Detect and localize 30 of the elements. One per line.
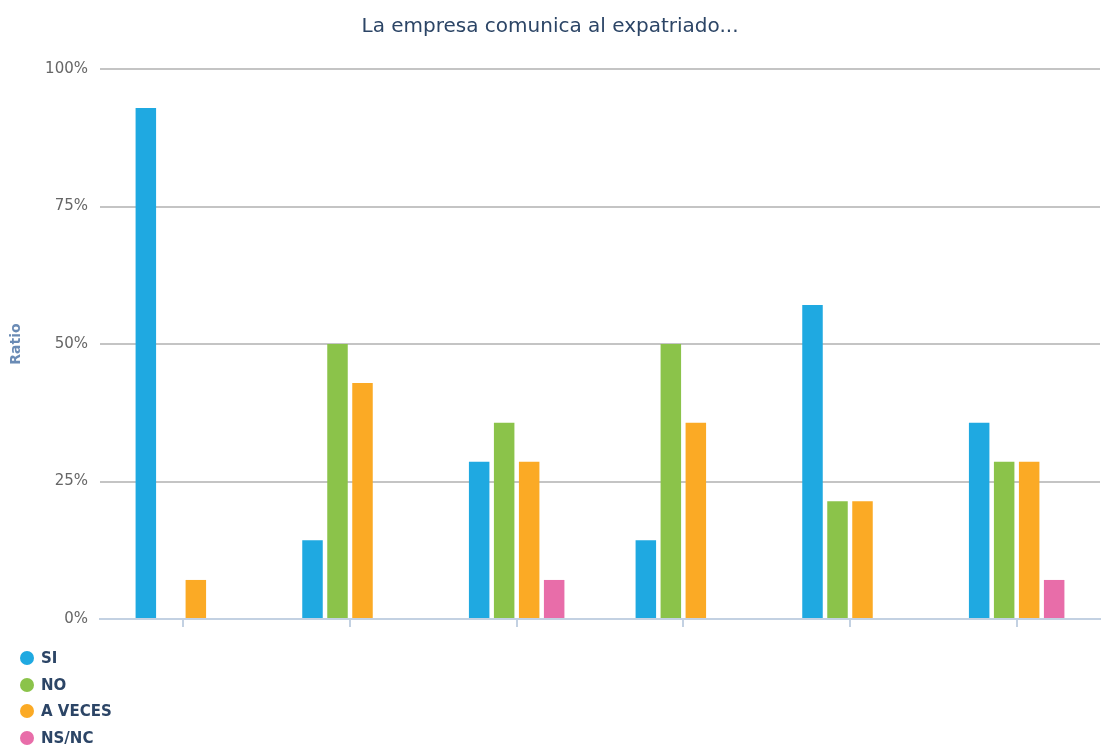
bar bbox=[827, 501, 848, 618]
bar bbox=[493, 422, 515, 618]
y-tick-label: 25% bbox=[54, 471, 88, 490]
bar bbox=[660, 344, 682, 618]
bar bbox=[352, 383, 373, 618]
bar bbox=[968, 422, 990, 618]
bar bbox=[185, 579, 207, 618]
bar bbox=[685, 422, 707, 618]
y-axis-title: Ratio bbox=[7, 322, 24, 365]
bar bbox=[327, 344, 348, 618]
bar bbox=[468, 461, 490, 618]
bar bbox=[543, 579, 565, 618]
y-tick-label: 75% bbox=[54, 196, 88, 215]
bar bbox=[302, 540, 323, 618]
bar bbox=[518, 461, 540, 618]
bar bbox=[635, 540, 657, 618]
legend-label: NS/NC bbox=[41, 728, 94, 747]
legend-label: A VECES bbox=[41, 702, 112, 721]
bar bbox=[802, 304, 823, 618]
bar bbox=[993, 461, 1015, 618]
bar bbox=[135, 108, 157, 618]
legend-label: SI bbox=[41, 649, 58, 668]
y-tick-label: 50% bbox=[54, 333, 88, 352]
legend-label: NO bbox=[41, 675, 67, 694]
bar bbox=[852, 501, 873, 618]
bar bbox=[1018, 461, 1040, 618]
bar bbox=[1043, 579, 1065, 618]
y-tick-label: 100% bbox=[45, 58, 88, 77]
y-tick-label: 0% bbox=[64, 608, 88, 627]
chart-title: La empresa comunica al expatriado... bbox=[361, 13, 739, 38]
